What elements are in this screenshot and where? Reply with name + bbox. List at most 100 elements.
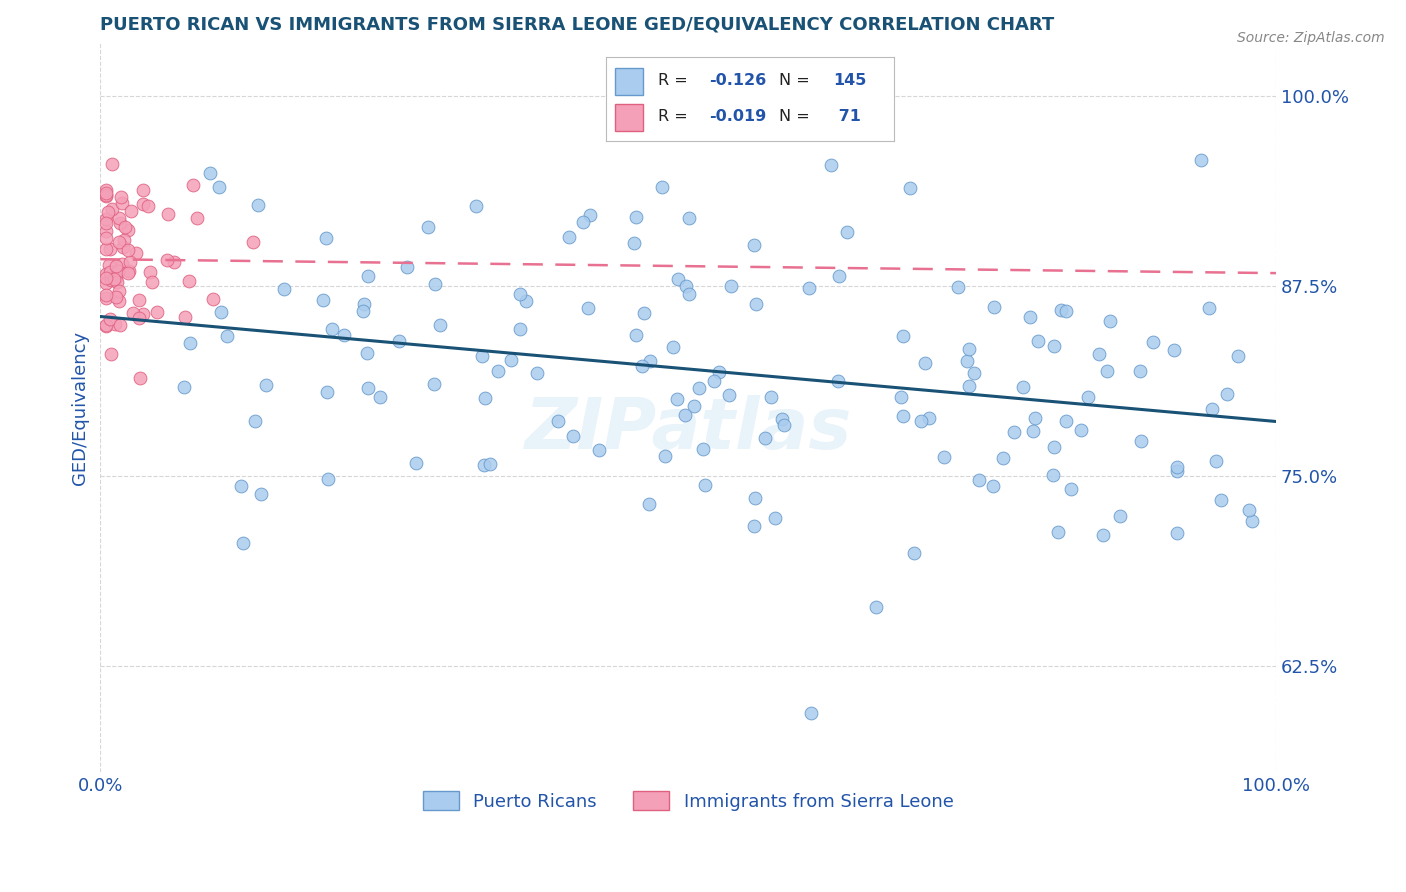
Point <box>145 305 167 319</box>
Point <box>1108 508 1130 523</box>
Point <box>903 545 925 559</box>
Point <box>744 491 766 505</box>
Point <box>96 318 118 333</box>
Point <box>1024 410 1046 425</box>
Point <box>104 271 127 285</box>
Point <box>98 259 121 273</box>
Point <box>1054 414 1077 428</box>
Point <box>837 225 859 239</box>
Point <box>1205 454 1227 468</box>
Point <box>651 180 673 194</box>
Point <box>332 327 354 342</box>
Point <box>104 317 127 331</box>
Point <box>588 442 610 457</box>
Point <box>948 279 970 293</box>
Point <box>626 328 648 343</box>
Point <box>1087 347 1109 361</box>
Point <box>465 199 488 213</box>
Point <box>692 442 714 457</box>
Point <box>486 364 509 378</box>
Point <box>703 375 725 389</box>
Point <box>101 156 124 170</box>
Point <box>110 318 132 333</box>
Point <box>96 271 118 285</box>
Point <box>312 293 335 307</box>
Point <box>254 377 277 392</box>
Point <box>754 432 776 446</box>
Point <box>388 334 411 348</box>
Point <box>509 322 531 336</box>
Point <box>96 217 118 231</box>
Point <box>797 281 820 295</box>
Point <box>1099 313 1122 327</box>
Point <box>957 342 980 356</box>
Point <box>111 196 134 211</box>
Point <box>638 497 661 511</box>
Point <box>198 166 221 180</box>
Text: Source: ZipAtlas.com: Source: ZipAtlas.com <box>1237 31 1385 45</box>
Point <box>910 414 932 428</box>
Point <box>405 456 427 470</box>
Point <box>315 231 337 245</box>
Point <box>718 388 741 402</box>
Point <box>1166 525 1188 540</box>
Point <box>429 318 451 332</box>
Point <box>96 288 118 302</box>
Point <box>416 219 439 234</box>
Point <box>474 458 496 472</box>
Point <box>132 308 155 322</box>
Point <box>105 259 128 273</box>
Point <box>1046 525 1069 540</box>
Point <box>356 346 378 360</box>
Point <box>112 233 135 247</box>
Point <box>918 410 941 425</box>
Point <box>633 306 655 320</box>
Point <box>1201 402 1223 417</box>
Point <box>1226 349 1249 363</box>
Point <box>638 354 661 368</box>
Point <box>983 301 1005 315</box>
Point <box>186 211 208 225</box>
Point <box>1211 493 1233 508</box>
Point <box>828 269 851 284</box>
Point <box>562 429 585 443</box>
Point <box>744 519 766 533</box>
Point <box>1163 343 1185 357</box>
Point <box>96 212 118 227</box>
Point <box>125 245 148 260</box>
Point <box>1166 465 1188 479</box>
Point <box>827 375 849 389</box>
Point <box>128 310 150 325</box>
Point <box>1198 301 1220 315</box>
Point <box>1166 459 1188 474</box>
Point <box>211 305 233 319</box>
Point <box>1091 528 1114 542</box>
Point <box>201 292 224 306</box>
Point <box>353 297 375 311</box>
Point <box>96 276 118 290</box>
Point <box>1026 334 1049 348</box>
Point <box>509 287 531 301</box>
Point <box>576 301 599 315</box>
Point <box>107 263 129 277</box>
Point <box>208 179 231 194</box>
Point <box>932 450 955 465</box>
Point <box>1237 503 1260 517</box>
Point <box>247 198 270 212</box>
Point <box>118 264 141 278</box>
Point <box>250 486 273 500</box>
Point <box>890 391 912 405</box>
Point <box>96 242 118 256</box>
Point <box>352 304 374 318</box>
Point <box>243 414 266 428</box>
Point <box>96 183 118 197</box>
Point <box>661 340 683 354</box>
Point <box>356 269 378 284</box>
Point <box>155 253 177 268</box>
Point <box>132 197 155 211</box>
Point <box>1022 424 1045 438</box>
Point <box>321 322 343 336</box>
Point <box>865 600 887 615</box>
Point <box>273 282 295 296</box>
Point <box>571 214 593 228</box>
